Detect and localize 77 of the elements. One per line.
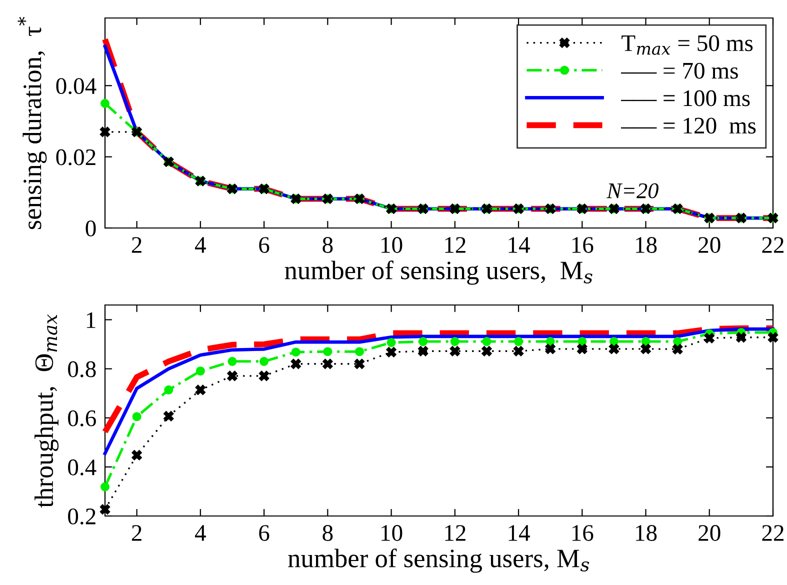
x-axis-title: number of sensing users, M$_{s}$ <box>284 260 592 285</box>
x-axis-title: number of sensing users, M$_{s}$ <box>288 548 590 573</box>
point <box>354 347 364 356</box>
point <box>100 482 110 492</box>
x-tick-label: 8 <box>322 237 333 253</box>
point <box>736 332 746 343</box>
point <box>323 347 332 356</box>
annotation: N=20 <box>606 183 658 198</box>
point <box>132 450 142 460</box>
point <box>227 370 238 382</box>
point <box>290 358 302 370</box>
y-tick-label: 0.04 <box>56 78 96 94</box>
y-tick-label: 0 <box>86 220 96 236</box>
x-tick-label: 10 <box>382 525 402 541</box>
x-tick-label: 4 <box>194 525 206 541</box>
point <box>322 358 333 370</box>
point <box>672 344 683 354</box>
x-tick-label: 6 <box>259 525 270 541</box>
x-tick-label: 14 <box>508 237 530 253</box>
x-tick-label: 22 <box>762 525 784 541</box>
x-tick-label: 22 <box>762 237 784 253</box>
point <box>450 337 460 346</box>
x-tick-label: 20 <box>698 525 720 541</box>
point <box>514 337 524 346</box>
point <box>450 346 460 356</box>
point <box>196 366 205 376</box>
x-tick-label: 12 <box>445 237 466 253</box>
point <box>354 358 365 370</box>
point <box>513 346 524 356</box>
y-tick-label: 0.4 <box>68 459 96 476</box>
point <box>482 346 492 356</box>
x-tick-label: 8 <box>322 525 333 541</box>
y-tick-label: 0.6 <box>68 410 96 426</box>
point <box>100 126 110 138</box>
x-tick-label: 2 <box>132 525 142 541</box>
point <box>704 332 715 344</box>
legend-label: ––– = 120 ms <box>620 118 756 134</box>
x-tick-label: 4 <box>194 237 206 253</box>
point <box>386 346 396 358</box>
x-tick-label: 20 <box>698 237 720 253</box>
x-tick-label: 18 <box>636 525 657 541</box>
point <box>482 337 492 346</box>
legend-label: ––– = 100 ms <box>620 90 750 106</box>
point <box>418 346 428 356</box>
x-tick-label: 6 <box>259 237 270 253</box>
point <box>100 98 110 108</box>
x-tick-label: 2 <box>132 237 142 253</box>
y-tick-label: 0.8 <box>68 361 96 378</box>
x-tick-label: 14 <box>508 525 530 541</box>
point <box>608 344 620 354</box>
y-tick-label: 0.02 <box>56 149 96 166</box>
y-tick-label: 1 <box>86 312 96 328</box>
point <box>260 356 269 366</box>
x-tick-label: 12 <box>445 525 466 541</box>
point <box>545 344 556 354</box>
point <box>258 370 270 382</box>
legend-label: ––– = 70 ms <box>620 62 738 79</box>
point <box>418 337 428 346</box>
point <box>768 332 778 343</box>
point <box>640 344 651 354</box>
x-tick-label: 10 <box>382 237 402 253</box>
x-tick-label: 16 <box>572 525 594 541</box>
point <box>195 384 206 396</box>
point <box>673 337 682 346</box>
point <box>132 412 142 422</box>
y-axis-title: sensing duration, τ$^{*}$ <box>18 16 47 230</box>
y-tick-label: 0.2 <box>68 508 96 525</box>
y-axis-title: throughput, Θ$_{max}$ <box>34 314 59 508</box>
point <box>576 344 588 354</box>
point <box>228 356 237 366</box>
x-tick-label: 16 <box>572 237 594 253</box>
point <box>291 348 300 357</box>
x-tick-label: 18 <box>636 237 657 253</box>
point <box>164 385 174 394</box>
point <box>163 410 174 422</box>
point <box>386 338 396 348</box>
legend-label: T$_{max}$ = 50 ms <box>622 35 753 55</box>
